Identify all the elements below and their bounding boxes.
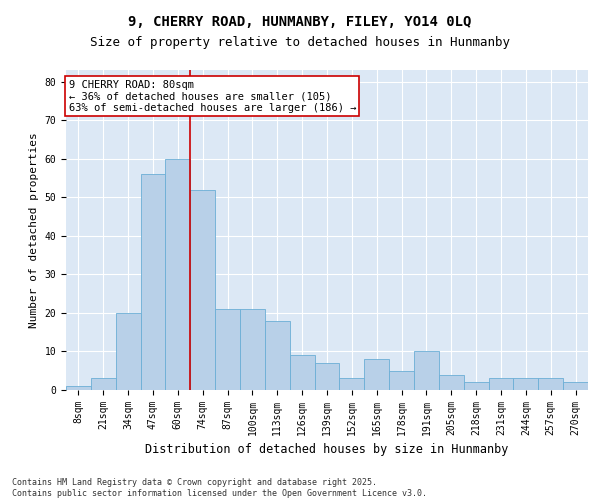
Bar [66, 386, 91, 390]
Bar [389, 370, 414, 390]
Bar [290, 356, 314, 390]
Bar [488, 378, 514, 390]
Y-axis label: Number of detached properties: Number of detached properties [29, 132, 39, 328]
Bar [190, 190, 215, 390]
Bar [563, 382, 588, 390]
Bar [414, 352, 439, 390]
Bar [340, 378, 364, 390]
Text: 9, CHERRY ROAD, HUNMANBY, FILEY, YO14 0LQ: 9, CHERRY ROAD, HUNMANBY, FILEY, YO14 0L… [128, 15, 472, 29]
Bar [140, 174, 166, 390]
Bar [215, 309, 240, 390]
Bar [364, 359, 389, 390]
Bar [538, 378, 563, 390]
Bar [265, 320, 290, 390]
Bar [240, 309, 265, 390]
Bar [116, 313, 140, 390]
Text: 9 CHERRY ROAD: 80sqm
← 36% of detached houses are smaller (105)
63% of semi-deta: 9 CHERRY ROAD: 80sqm ← 36% of detached h… [68, 80, 356, 113]
Bar [91, 378, 116, 390]
X-axis label: Distribution of detached houses by size in Hunmanby: Distribution of detached houses by size … [145, 444, 509, 456]
Text: Contains HM Land Registry data © Crown copyright and database right 2025.
Contai: Contains HM Land Registry data © Crown c… [12, 478, 427, 498]
Bar [166, 158, 190, 390]
Bar [439, 374, 464, 390]
Bar [514, 378, 538, 390]
Bar [464, 382, 488, 390]
Bar [314, 363, 340, 390]
Text: Size of property relative to detached houses in Hunmanby: Size of property relative to detached ho… [90, 36, 510, 49]
